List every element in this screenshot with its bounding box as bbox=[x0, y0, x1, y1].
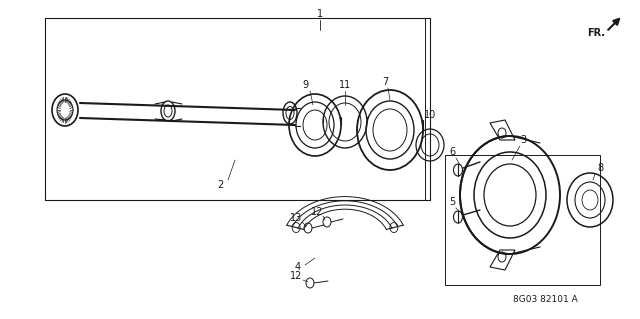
Text: 3: 3 bbox=[520, 135, 526, 145]
Text: 5: 5 bbox=[449, 197, 455, 207]
Text: 8: 8 bbox=[597, 163, 603, 173]
Text: 12: 12 bbox=[290, 271, 302, 281]
Text: 12: 12 bbox=[311, 207, 323, 217]
Text: 2: 2 bbox=[217, 180, 223, 190]
Text: 4: 4 bbox=[295, 262, 301, 272]
Text: 8G03 82101 A: 8G03 82101 A bbox=[513, 295, 577, 305]
Text: 7: 7 bbox=[382, 77, 388, 87]
Text: 13: 13 bbox=[290, 213, 302, 223]
Text: 11: 11 bbox=[339, 80, 351, 90]
Text: 10: 10 bbox=[424, 110, 436, 120]
Text: 6: 6 bbox=[449, 147, 455, 157]
Text: 1: 1 bbox=[317, 9, 323, 19]
Text: 9: 9 bbox=[302, 80, 308, 90]
Text: FR.: FR. bbox=[587, 28, 605, 38]
